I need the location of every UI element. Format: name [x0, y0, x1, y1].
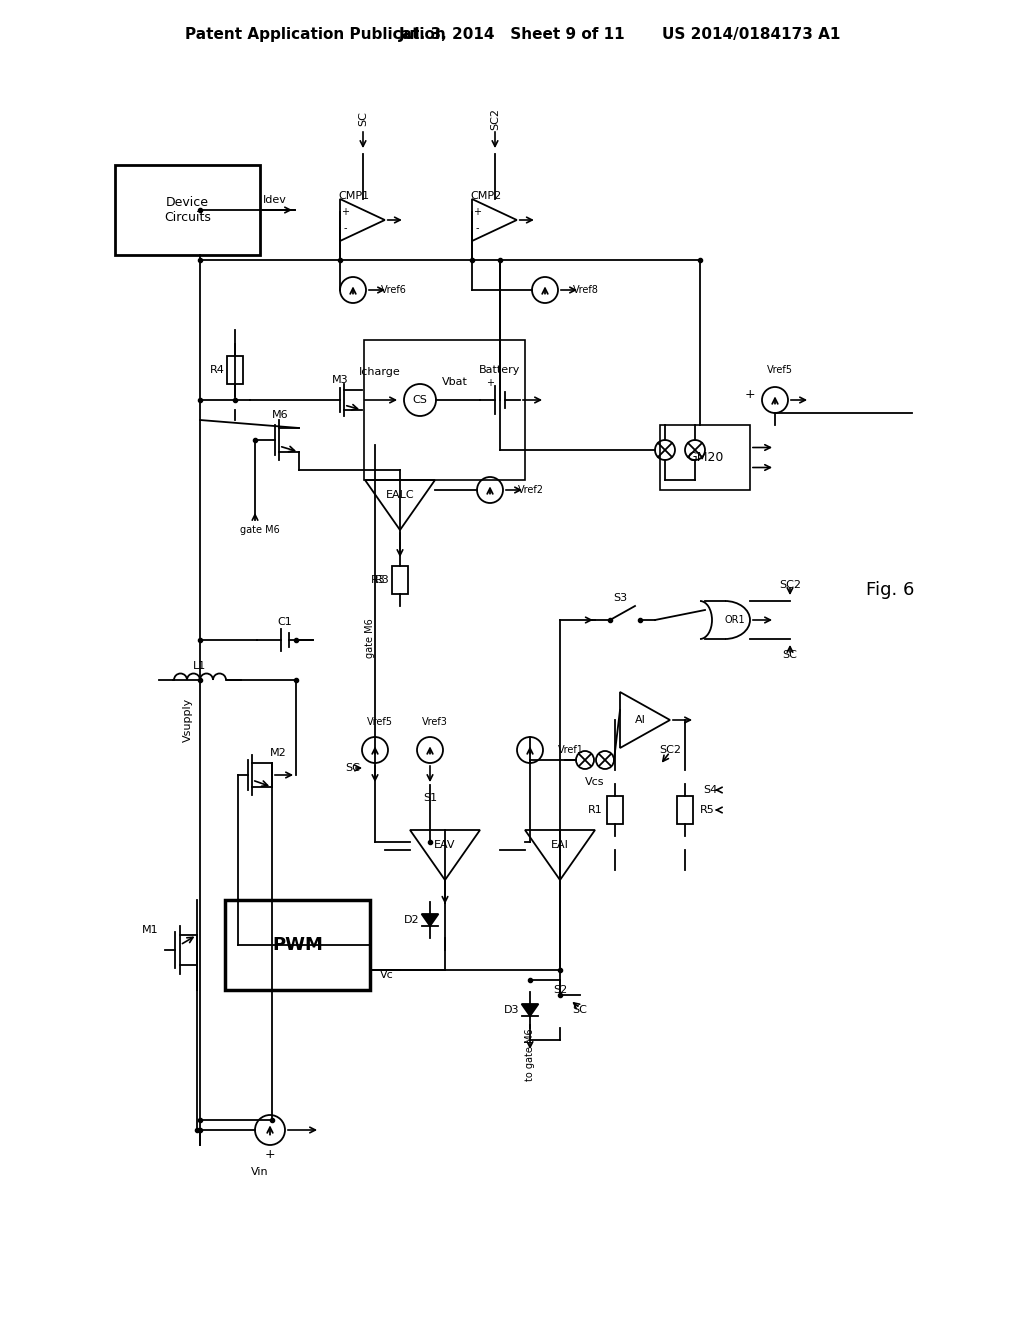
Text: Vbat: Vbat — [442, 378, 468, 387]
Text: R5: R5 — [699, 805, 715, 814]
Bar — [677, 796, 693, 824]
Text: SC2: SC2 — [490, 108, 500, 129]
Text: +: + — [341, 207, 349, 216]
Text: AI: AI — [635, 715, 645, 725]
Text: SC2: SC2 — [659, 744, 681, 755]
Text: OR1: OR1 — [725, 615, 745, 624]
Text: M3: M3 — [332, 375, 348, 385]
Text: R3: R3 — [371, 576, 385, 585]
Text: SC: SC — [345, 763, 360, 774]
Text: C1: C1 — [278, 616, 293, 627]
Text: +: + — [744, 388, 756, 401]
Text: CS: CS — [413, 395, 427, 405]
Bar — [115, 165, 260, 255]
Polygon shape — [521, 1005, 539, 1016]
Text: GM20: GM20 — [687, 451, 723, 465]
Text: M2: M2 — [269, 748, 287, 758]
Text: D2: D2 — [404, 915, 420, 925]
Text: Jul. 3, 2014   Sheet 9 of 11: Jul. 3, 2014 Sheet 9 of 11 — [398, 28, 626, 42]
Bar — [660, 425, 750, 490]
Bar — [392, 566, 408, 594]
Text: Vref2: Vref2 — [518, 484, 544, 495]
Text: PWM: PWM — [272, 936, 323, 954]
Text: Icharge: Icharge — [359, 367, 400, 378]
Text: SC: SC — [782, 649, 798, 660]
Text: Vref3: Vref3 — [422, 717, 447, 727]
Text: R4: R4 — [210, 366, 224, 375]
Text: L1: L1 — [194, 661, 207, 671]
Text: CMP1: CMP1 — [339, 191, 370, 201]
Text: SC: SC — [358, 112, 368, 127]
Text: Vref8: Vref8 — [573, 285, 599, 294]
Text: M6: M6 — [271, 411, 289, 420]
Bar — [364, 341, 525, 480]
Text: Patent Application Publication: Patent Application Publication — [185, 28, 445, 42]
Text: to gate M6: to gate M6 — [525, 1028, 535, 1081]
Text: +: + — [473, 207, 481, 216]
Text: M1: M1 — [141, 925, 159, 935]
Text: SC2: SC2 — [779, 579, 801, 590]
Bar — [607, 796, 623, 824]
Text: R1: R1 — [588, 805, 602, 814]
Text: Battery: Battery — [479, 366, 520, 375]
Text: EAV: EAV — [434, 840, 456, 850]
Text: D3: D3 — [504, 1005, 520, 1015]
Bar — [225, 900, 370, 990]
Text: Vref1: Vref1 — [558, 744, 584, 755]
Text: CMP2: CMP2 — [470, 191, 502, 201]
Polygon shape — [422, 913, 438, 927]
Text: EALC: EALC — [386, 490, 415, 500]
Text: S2: S2 — [553, 985, 567, 995]
Text: +: + — [486, 378, 494, 388]
Text: Device
Circuits: Device Circuits — [164, 195, 211, 224]
Text: Vref6: Vref6 — [381, 285, 407, 294]
Text: Idev: Idev — [263, 195, 287, 205]
Text: S4: S4 — [702, 785, 717, 795]
Text: Fig. 6: Fig. 6 — [866, 581, 914, 599]
Text: Vcs: Vcs — [586, 777, 605, 787]
Text: EAI: EAI — [551, 840, 569, 850]
Bar — [227, 356, 243, 384]
Circle shape — [404, 384, 436, 416]
Text: S3: S3 — [613, 593, 627, 603]
Text: Vref5: Vref5 — [767, 366, 793, 375]
Text: SC: SC — [572, 1005, 588, 1015]
Text: -: - — [475, 223, 479, 234]
Text: Vsupply: Vsupply — [183, 698, 193, 742]
Text: +: + — [264, 1148, 275, 1162]
Text: R3: R3 — [375, 576, 389, 585]
Text: US 2014/0184173 A1: US 2014/0184173 A1 — [662, 28, 840, 42]
Text: gate M6: gate M6 — [240, 525, 280, 535]
Text: -: - — [343, 223, 347, 234]
Text: Vin: Vin — [251, 1167, 269, 1177]
Text: Vc: Vc — [380, 970, 394, 979]
Text: gate M6: gate M6 — [365, 618, 375, 657]
Text: Vref5: Vref5 — [367, 717, 393, 727]
Text: S1: S1 — [423, 793, 437, 803]
